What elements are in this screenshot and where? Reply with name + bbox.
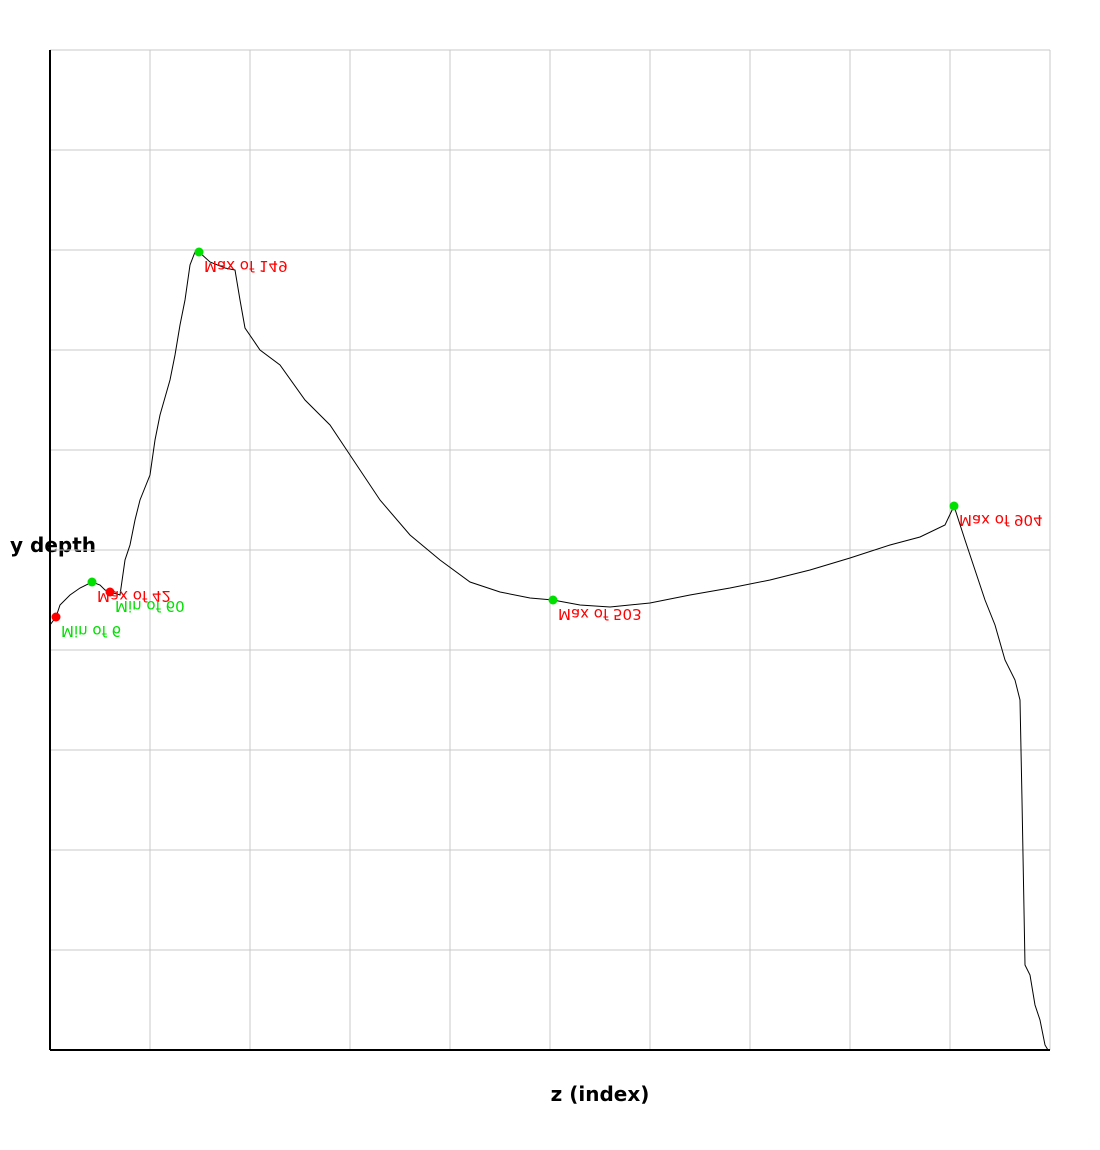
extremum-dot bbox=[949, 501, 959, 511]
extremum-label: Max of 904 bbox=[959, 511, 1043, 529]
extremum-label: Min of 60 bbox=[115, 597, 185, 615]
data-line bbox=[49, 251, 1049, 1051]
x-axis-label: z (index) bbox=[551, 1082, 650, 1106]
y-axis-label: y depth bbox=[10, 533, 96, 557]
extremum-label: Max of 503 bbox=[558, 605, 642, 623]
extremum-label: Min of 6 bbox=[61, 622, 121, 640]
extremum-label: Max of 42 bbox=[97, 587, 171, 605]
extremum-dot bbox=[194, 247, 204, 257]
extremum-dot bbox=[51, 612, 61, 622]
extremum-dot bbox=[105, 587, 115, 597]
extremum-label: Max of 149 bbox=[204, 257, 288, 275]
extremum-dot bbox=[548, 595, 558, 605]
extremum-dot bbox=[87, 577, 97, 587]
